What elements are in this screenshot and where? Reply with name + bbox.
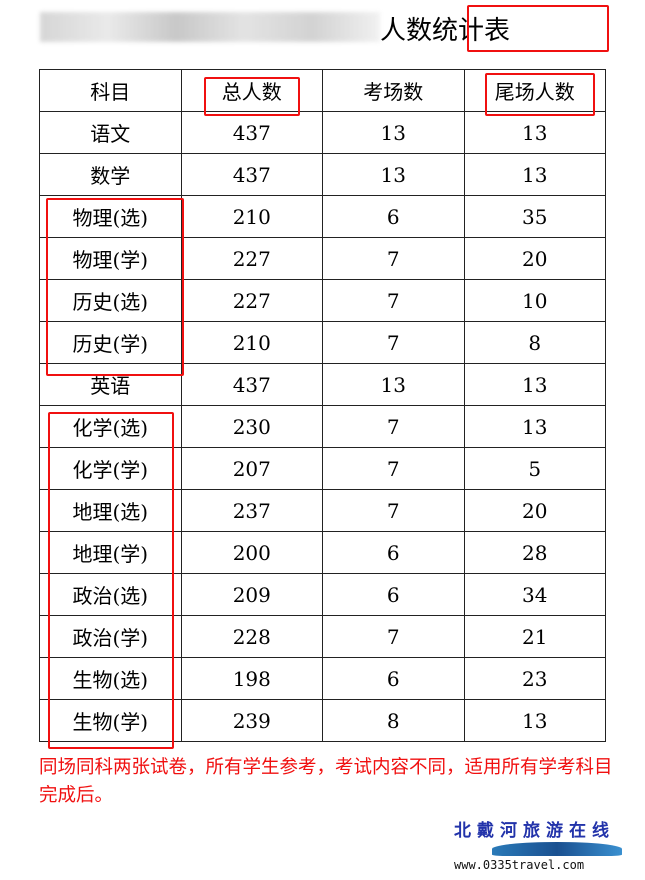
table-cell: 7: [322, 489, 465, 532]
table-cell: 13: [463, 153, 607, 196]
table-row: 历史(学) 210 7 8: [39, 321, 607, 364]
table-cell: 35: [463, 195, 607, 238]
blurred-title-prefix: [40, 12, 380, 42]
table-cell: 23: [463, 657, 607, 700]
table-cell: 7: [322, 279, 465, 322]
table-cell: 7: [322, 321, 465, 364]
table-cell: 8: [322, 699, 465, 742]
annotation-text: 同场同科两张试卷，所有学生参考，考试内容不同，适用所有学考科目完成后。: [39, 757, 613, 806]
table-cell: 7: [322, 405, 465, 448]
table-cell: 7: [322, 615, 465, 658]
highlight-box-other-subjects: [48, 412, 174, 749]
table-cell: 210: [180, 195, 324, 238]
table-cell: 20: [463, 237, 607, 280]
table-row: 政治(学) 228 7 21: [39, 615, 607, 658]
watermark-logo-text: 北戴河旅游在线: [454, 821, 615, 841]
table-cell: 228: [180, 615, 324, 658]
table-cell: 207: [180, 447, 324, 490]
table-cell: 政治(学): [39, 615, 182, 658]
table-cell: 34: [463, 573, 607, 616]
table-cell: 地理(学): [39, 531, 182, 574]
table-cell: 5: [463, 447, 607, 490]
table-cell: 8: [463, 321, 607, 364]
table-cell: 21: [463, 615, 607, 658]
table-cell: 209: [180, 573, 324, 616]
table-cell: 13: [322, 111, 465, 154]
table-cell: 28: [463, 531, 607, 574]
table-row: 数学 437 13 13: [39, 153, 607, 196]
table-cell: 6: [322, 195, 465, 238]
table-cell: 13: [322, 153, 465, 196]
table-cell: 210: [180, 321, 324, 364]
table-cell: 13: [463, 111, 607, 154]
table-cell: 230: [180, 405, 324, 448]
header-cell: 科目: [39, 69, 182, 112]
table-row: 地理(学) 200 6 28: [39, 531, 607, 574]
table-cell: 6: [322, 573, 465, 616]
table-cell: 7: [322, 447, 465, 490]
table-cell: 437: [180, 111, 324, 154]
table-cell: 6: [322, 657, 465, 700]
watermark-logo: 北戴河旅游在线 www.0335travel.com: [452, 814, 630, 874]
highlight-box-title: [467, 5, 609, 52]
watermark-url: www.0335travel.com: [454, 858, 585, 872]
table-cell: 10: [463, 279, 607, 322]
table-cell: 语文: [39, 111, 182, 154]
table-cell: 239: [180, 699, 324, 742]
table-cell: 198: [180, 657, 324, 700]
table-cell: 7: [322, 237, 465, 280]
table-row: 地理(选) 237 7 20: [39, 489, 607, 532]
header-cell: 考场数: [322, 69, 465, 112]
table-cell: 13: [463, 699, 607, 742]
table-cell: 13: [463, 405, 607, 448]
table-cell: 6: [322, 531, 465, 574]
table-row: 政治(选) 209 6 34: [39, 573, 607, 616]
page-title: 人数统计表: [380, 16, 511, 46]
table-row: 生物(学) 239 8 13: [39, 699, 607, 742]
table-cell: 数学: [39, 153, 182, 196]
table-cell: 237: [180, 489, 324, 532]
table-cell: 13: [322, 363, 465, 406]
table-cell: 20: [463, 489, 607, 532]
table-row: 物理(学) 227 7 20: [39, 237, 607, 280]
table-cell: 227: [180, 237, 324, 280]
table-cell: 13: [463, 363, 607, 406]
table-cell: 生物(学): [39, 699, 182, 742]
highlight-box-last-room: [485, 73, 595, 116]
table-cell: 生物(选): [39, 657, 182, 700]
table-row: 语文 437 13 13: [39, 111, 607, 154]
table-row: 化学(学) 207 7 5: [39, 447, 607, 490]
highlight-box-total: [204, 77, 300, 116]
wave-graphic: [492, 842, 622, 856]
header-cell: 尾场人数: [463, 69, 607, 112]
highlight-box-physics-history: [46, 198, 184, 376]
table-row: 生物(选) 198 6 23: [39, 657, 607, 700]
table-cell: 437: [180, 363, 324, 406]
table-cell: 地理(选): [39, 489, 182, 532]
table-row: 物理(选) 210 6 35: [39, 195, 607, 238]
table-cell: 200: [180, 531, 324, 574]
table-cell: 227: [180, 279, 324, 322]
table-cell: 437: [180, 153, 324, 196]
